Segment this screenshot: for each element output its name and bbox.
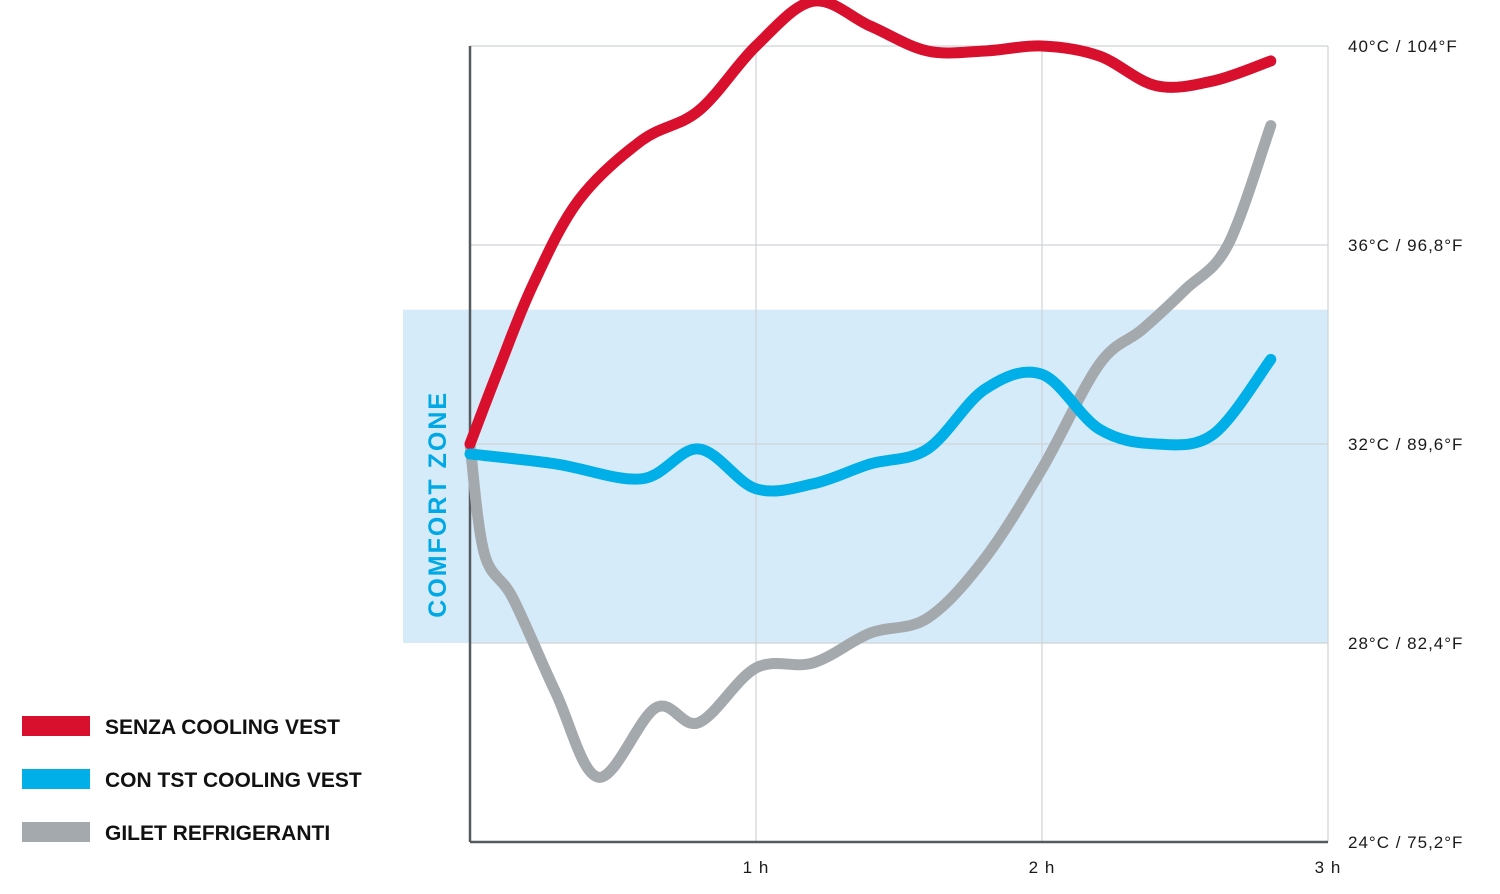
comfort-zone-label: COMFORT ZONE — [424, 391, 452, 618]
y-tick-label: 32°C / 89,6°F — [1348, 435, 1463, 454]
series-line-con-tst-cooling-vest — [464, 353, 1277, 497]
y-tick-label: 40°C / 104°F — [1348, 37, 1458, 56]
y-tick-label: 36°C / 96,8°F — [1348, 236, 1463, 255]
legend-swatch-senza-cooling-vest — [22, 716, 90, 736]
series-line-senza-cooling-vest — [464, 0, 1277, 450]
x-tick-label: 1 h — [743, 858, 770, 877]
legend-label-gilet-refrigeranti: GILET REFRIGERANTI — [105, 822, 330, 845]
series-line-gilet-refrigeranti — [464, 120, 1277, 783]
series-layer — [464, 0, 1277, 783]
x-tick-label: 2 h — [1029, 858, 1056, 877]
legend-label-con-tst-cooling-vest: CON TST COOLING VEST — [105, 769, 362, 792]
legend-label-senza-cooling-vest: SENZA COOLING VEST — [105, 716, 340, 739]
y-tick-label: 28°C / 82,4°F — [1348, 634, 1463, 653]
x-tick-label: 3 h — [1315, 858, 1342, 877]
legend-swatch-con-tst-cooling-vest — [22, 769, 90, 789]
tick-label-layer: 40°C / 104°F 36°C / 96,8°F 32°C / 89,6°F 28… — [743, 37, 1463, 877]
legend-swatch-gilet-refrigeranti — [22, 822, 90, 842]
legend: SENZA COOLING VEST CON TST COOLING VEST GI… — [22, 716, 362, 845]
comfort-zone-band — [403, 309, 1328, 643]
y-tick-label: 24°C / 75,2°F — [1348, 833, 1463, 852]
comfort-zone-layer: COMFORT ZONE — [403, 309, 1328, 643]
